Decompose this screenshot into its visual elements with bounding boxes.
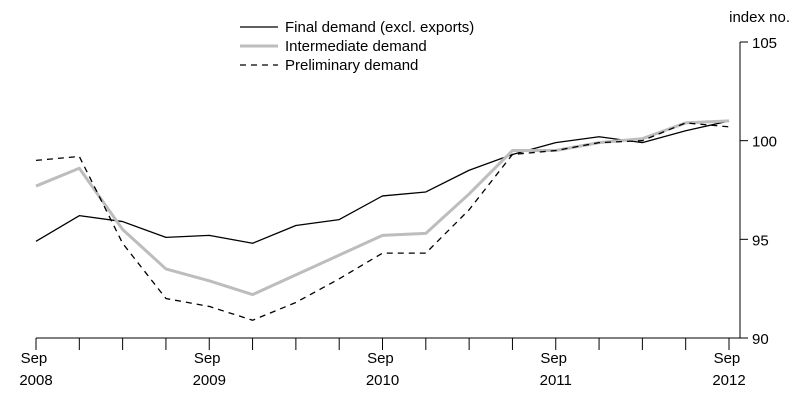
x-tick-label: Sep 2010 xyxy=(366,350,399,389)
series-line xyxy=(35,122,730,321)
x-tick-label: Sep 2011 xyxy=(540,350,572,389)
x-tick-label: Sep 2009 xyxy=(193,350,226,389)
y-tick-label: 105 xyxy=(752,35,777,52)
x-tick-label: Sep 2008 xyxy=(19,350,52,389)
legend-label: Final demand (excl. exports) xyxy=(285,19,474,36)
y-axis-label: index no. xyxy=(729,9,790,26)
y-tick-label: 95 xyxy=(752,232,769,249)
y-tick-label: 100 xyxy=(752,134,777,151)
y-tick-label: 90 xyxy=(752,331,769,348)
legend-label: Intermediate demand xyxy=(285,38,427,55)
series-line xyxy=(35,120,730,244)
x-tick-label: Sep 2012 xyxy=(712,350,745,389)
series-line xyxy=(35,119,730,297)
legend-label: Preliminary demand xyxy=(285,57,418,74)
